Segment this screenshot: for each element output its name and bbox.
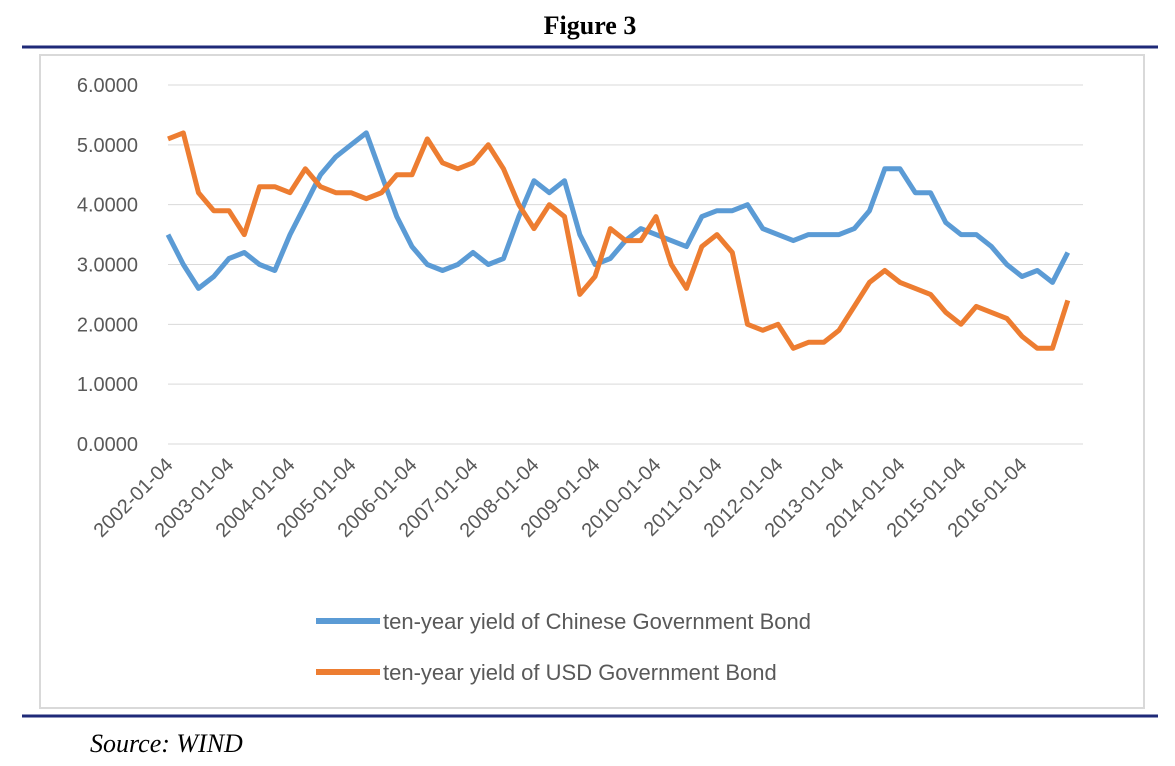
y-tick-label: 0.0000 (77, 434, 138, 456)
legend-label: ten-year yield of Chinese Government Bon… (383, 609, 811, 634)
legend-label: ten-year yield of USD Government Bond (383, 660, 777, 685)
y-tick-label: 1.0000 (77, 374, 138, 396)
y-tick-label: 5.0000 (77, 135, 138, 157)
figure-title: Figure 3 (544, 11, 637, 40)
source: Source: WIND (90, 729, 243, 758)
chart-frame (39, 54, 1145, 709)
y-tick-label: 3.0000 (77, 255, 138, 277)
y-tick-label: 2.0000 (77, 314, 138, 336)
y-tick-label: 4.0000 (77, 195, 138, 217)
series-line (165, 130, 1071, 291)
series-line (167, 130, 1071, 351)
y-tick-label: 6.0000 (77, 75, 138, 97)
